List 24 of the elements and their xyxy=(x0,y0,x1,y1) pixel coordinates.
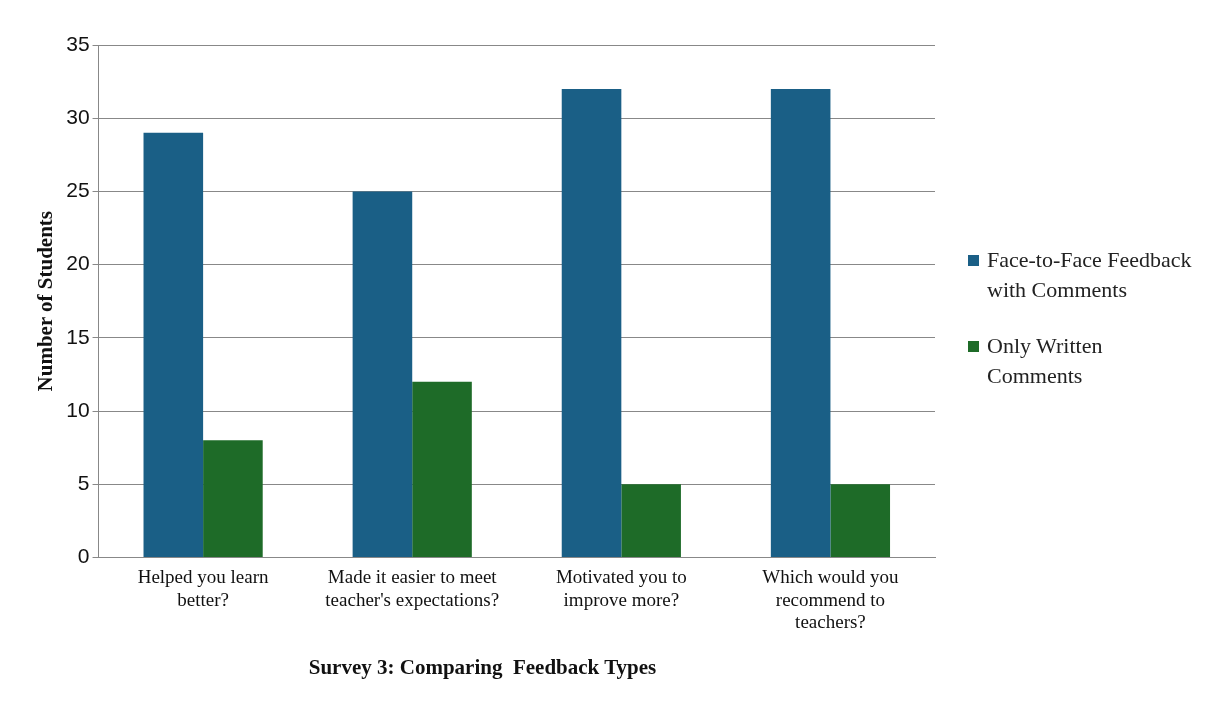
x-tick-label: Motivated you to improve more? xyxy=(555,565,687,610)
y-tick-label: 25 xyxy=(66,178,90,202)
x-tick-label: Made it easier to meet teacher's expectations? xyxy=(325,565,500,610)
y-tick-label: 15 xyxy=(66,324,90,348)
legend-label: Face-to-Face Feedback with Comments xyxy=(987,246,1193,304)
bar xyxy=(770,88,831,557)
y-tick-label: 10 xyxy=(66,397,90,421)
bar xyxy=(203,440,263,557)
legend-label: Only Written Comments xyxy=(987,332,1104,390)
bar xyxy=(412,381,472,557)
y-tick-label: 30 xyxy=(66,105,90,128)
bar xyxy=(352,191,413,557)
y-tick-label: 5 xyxy=(77,471,90,494)
y-tick-label: 20 xyxy=(66,251,90,275)
bar xyxy=(143,132,204,557)
y-tick-label: 35 xyxy=(66,31,90,55)
x-tick-label: Which would you recommend to teachers? xyxy=(762,565,900,633)
text: Survey 3: Comparing Feedback Types xyxy=(308,654,657,679)
bar xyxy=(621,484,681,557)
bar xyxy=(561,88,622,557)
x-tick-label: Helped you learn better? xyxy=(137,565,270,610)
y-axis-title: Number of Students xyxy=(33,210,58,392)
bar xyxy=(830,484,891,557)
y-tick-label: 0 xyxy=(77,544,90,568)
